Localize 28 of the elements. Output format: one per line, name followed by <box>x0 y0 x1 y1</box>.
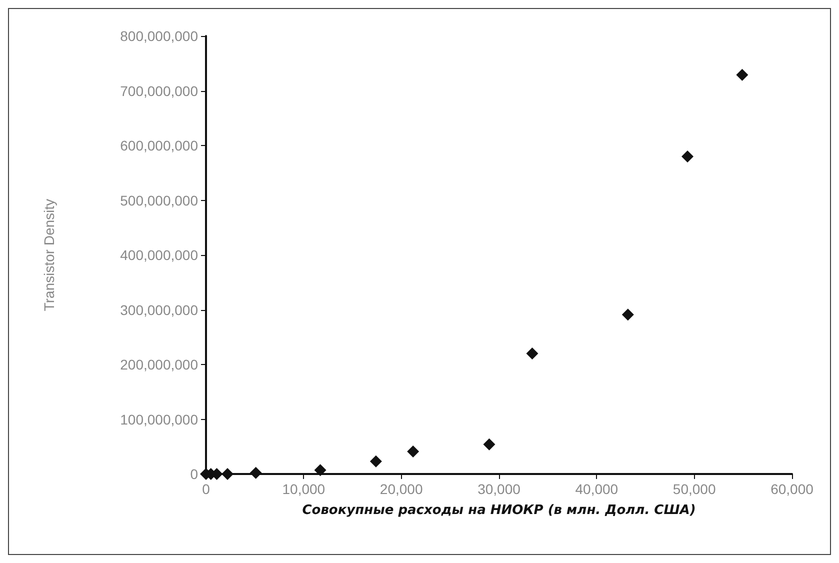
y-tick-label: 600,000,000 <box>120 138 198 154</box>
y-axis-title: Transistor Density <box>41 198 57 312</box>
x-axis-title: Совокупные расходы на НИОКР (в млн. Долл. США) <box>302 503 696 518</box>
y-tick-label: 400,000,000 <box>120 247 198 263</box>
point <box>736 68 748 81</box>
point <box>526 348 538 360</box>
point <box>314 464 326 476</box>
point <box>221 468 234 480</box>
y-tick-label: 200,000,000 <box>120 356 198 372</box>
point <box>370 455 382 468</box>
y-tick-label: 800,000,000 <box>120 28 198 44</box>
x-tick-label: 30,000 <box>478 481 521 497</box>
point <box>681 150 694 162</box>
y-tick-label: 100,000,000 <box>120 411 198 428</box>
x-tick-label: 60,000 <box>770 481 814 497</box>
point <box>483 438 496 450</box>
x-tick-label: 0 <box>202 481 210 497</box>
y-tick-label: 500,000,000 <box>120 192 198 208</box>
x-tick-label: 20,000 <box>380 481 423 497</box>
y-tick-label: 700,000,000 <box>120 82 198 99</box>
x-tick-label: 10,000 <box>282 481 326 497</box>
point <box>622 308 634 321</box>
point <box>407 446 420 458</box>
x-tick-label: 50,000 <box>672 481 716 497</box>
y-tick-label: 300,000,000 <box>120 302 198 318</box>
x-tick-label: 40,000 <box>575 481 618 497</box>
point <box>250 466 262 479</box>
y-tick-label: 0 <box>190 466 198 482</box>
